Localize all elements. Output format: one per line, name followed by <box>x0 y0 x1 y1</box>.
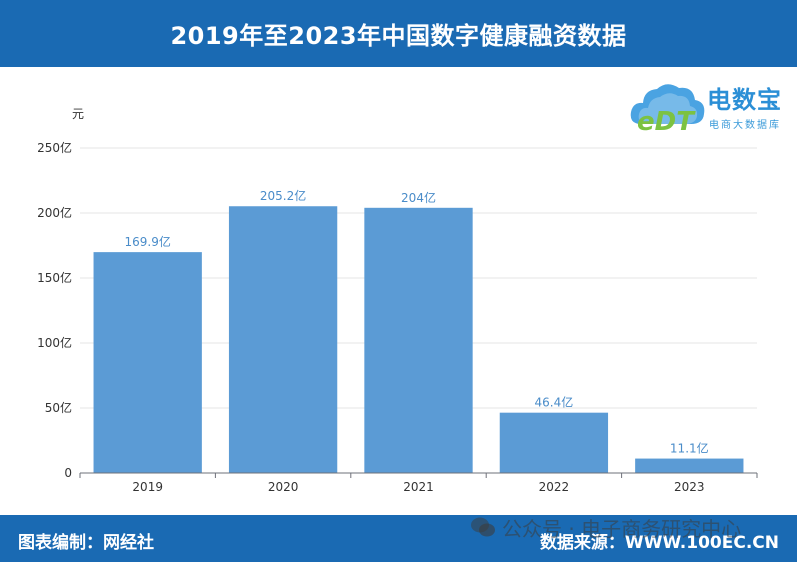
y-tick-label: 200亿 <box>37 205 72 220</box>
bar <box>93 252 202 473</box>
x-tick-label: 2023 <box>674 480 705 494</box>
data-label: 204亿 <box>401 190 436 205</box>
bar <box>499 412 609 473</box>
y-tick-label: 50亿 <box>45 400 72 415</box>
logo-mark-text: eDT <box>637 107 696 136</box>
x-tick-label: 2019 <box>132 480 163 494</box>
logo-name: 电数宝 <box>707 86 782 114</box>
y-tick-label: 0 <box>64 466 72 480</box>
bar-chart: 元 0 50亿 100亿 150亿 200亿 250亿 169.9亿 2019 205.2亿 202… <box>37 107 758 494</box>
chart-footer: 图表编制：网经社 数据来源：WWW.100EC.CN <box>0 515 797 562</box>
bar <box>228 206 338 473</box>
cloud-logo-icon: eDT <box>630 84 705 137</box>
chart-header: 2019年至2023年中国数字健康融资数据 <box>0 0 797 67</box>
y-axis-unit-label: 元 <box>72 107 84 121</box>
x-tick-label: 2022 <box>539 480 570 494</box>
y-tick-label: 100亿 <box>37 335 72 350</box>
data-label: 11.1亿 <box>670 441 709 456</box>
logo-subtitle: 电商大数据库 <box>709 120 781 131</box>
chart-title: 2019年至2023年中国数字健康融资数据 <box>170 22 627 50</box>
watermark: 公众号 · 电子商务研究中心 <box>470 512 741 542</box>
wechat-icon <box>471 517 495 537</box>
footer-source: 数据来源：WWW.100EC.CN <box>539 533 779 553</box>
x-tick-label: 2020 <box>268 480 299 494</box>
bar <box>364 207 473 474</box>
data-label: 169.9亿 <box>125 234 171 249</box>
x-tick-label: 2021 <box>403 480 434 494</box>
watermark-text: 公众号 · 电子商务研究中心 <box>502 516 742 541</box>
data-label: 205.2亿 <box>260 188 306 203</box>
logo: eDT 电数宝 电商大数据库 <box>627 72 795 137</box>
footer-editor: 图表编制：网经社 <box>18 533 154 553</box>
y-tick-label: 150亿 <box>37 270 72 285</box>
bar <box>635 458 744 473</box>
data-label: 46.4亿 <box>535 395 574 410</box>
y-tick-label: 250亿 <box>37 140 72 155</box>
